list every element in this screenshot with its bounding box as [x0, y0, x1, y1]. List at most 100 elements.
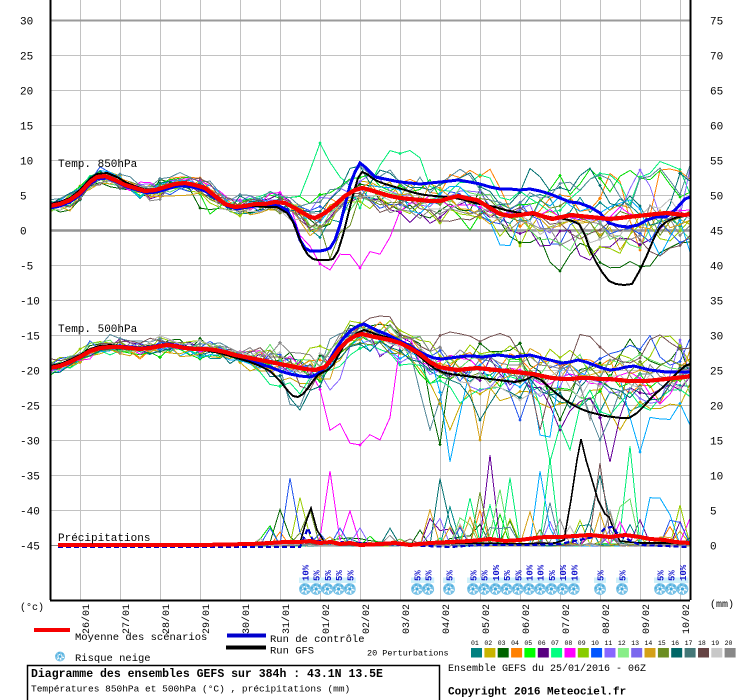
svg-text:01: 01	[471, 640, 479, 647]
svg-text:30: 30	[20, 17, 33, 29]
svg-text:5%: 5%	[514, 570, 524, 581]
svg-text:Temp. 500hPa: Temp. 500hPa	[58, 324, 138, 336]
svg-text:02/02: 02/02	[361, 604, 373, 634]
svg-text:Copyright 2016 Meteociel.fr: Copyright 2016 Meteociel.fr	[448, 687, 626, 699]
svg-text:Températures 850hPa et 500hPa: Températures 850hPa et 500hPa (°C) , pré…	[31, 684, 350, 695]
svg-text:30: 30	[710, 332, 723, 344]
svg-text:12: 12	[618, 640, 626, 647]
svg-text:5%: 5%	[657, 570, 667, 581]
svg-text:07: 07	[551, 640, 559, 647]
svg-text:-10: -10	[20, 297, 40, 309]
svg-text:0: 0	[710, 542, 717, 554]
svg-text:26/01: 26/01	[81, 604, 93, 634]
svg-text:35: 35	[710, 297, 723, 309]
svg-text:5: 5	[710, 507, 717, 519]
svg-text:0: 0	[20, 227, 27, 239]
svg-text:-45: -45	[20, 542, 40, 554]
svg-text:-25: -25	[20, 402, 40, 414]
svg-text:-35: -35	[20, 472, 40, 484]
svg-text:04/02: 04/02	[441, 604, 453, 634]
svg-text:40: 40	[710, 262, 723, 274]
svg-text:55: 55	[710, 157, 723, 169]
svg-text:5%: 5%	[548, 570, 558, 581]
svg-text:09/02: 09/02	[641, 604, 653, 634]
svg-text:65: 65	[710, 87, 723, 99]
svg-text:19: 19	[711, 640, 719, 647]
svg-text:16: 16	[671, 640, 679, 647]
svg-text:10%: 10%	[492, 564, 502, 581]
svg-text:75: 75	[710, 17, 723, 29]
svg-text:10%: 10%	[559, 564, 569, 581]
svg-text:05: 05	[524, 640, 532, 647]
svg-text:5%: 5%	[597, 570, 607, 581]
svg-text:06: 06	[538, 640, 546, 647]
svg-text:10%: 10%	[679, 564, 689, 581]
svg-text:28/01: 28/01	[161, 604, 173, 634]
svg-text:(°c): (°c)	[20, 602, 44, 614]
svg-text:5%: 5%	[503, 570, 513, 581]
svg-text:03: 03	[498, 640, 506, 647]
svg-text:08/02: 08/02	[601, 604, 613, 634]
svg-text:09: 09	[578, 640, 586, 647]
svg-text:30/01: 30/01	[241, 604, 253, 634]
svg-text:Précipitations: Précipitations	[58, 533, 150, 545]
svg-text:70: 70	[710, 52, 723, 64]
svg-text:17: 17	[685, 640, 693, 647]
svg-text:10: 10	[710, 472, 723, 484]
svg-text:05/02: 05/02	[481, 604, 493, 634]
svg-text:Moyenne des scénarios: Moyenne des scénarios	[75, 632, 207, 644]
svg-text:20: 20	[710, 402, 723, 414]
svg-text:Run GFS: Run GFS	[270, 646, 314, 658]
svg-text:20 Perturbations: 20 Perturbations	[367, 649, 449, 659]
svg-text:06/02: 06/02	[521, 604, 533, 634]
svg-text:10%: 10%	[570, 564, 580, 581]
svg-text:10%: 10%	[537, 564, 547, 581]
svg-text:5%: 5%	[346, 570, 356, 581]
svg-text:10/02: 10/02	[681, 604, 693, 634]
svg-text:5%: 5%	[425, 570, 435, 581]
svg-text:02: 02	[484, 640, 492, 647]
svg-text:5%: 5%	[446, 570, 456, 581]
svg-text:20: 20	[20, 87, 33, 99]
svg-text:20: 20	[725, 640, 733, 647]
svg-text:11: 11	[605, 640, 613, 647]
svg-text:25: 25	[710, 367, 723, 379]
svg-text:5%: 5%	[313, 570, 323, 581]
svg-text:25: 25	[20, 52, 33, 64]
svg-text:27/01: 27/01	[121, 604, 133, 634]
svg-text:10%: 10%	[302, 564, 312, 581]
svg-text:15: 15	[658, 640, 666, 647]
svg-text:14: 14	[645, 640, 653, 647]
svg-text:Risque neige: Risque neige	[75, 653, 151, 665]
svg-text:-30: -30	[20, 437, 40, 449]
svg-text:07/02: 07/02	[561, 604, 573, 634]
svg-text:13: 13	[631, 640, 639, 647]
svg-text:5%: 5%	[619, 570, 629, 581]
svg-text:01/02: 01/02	[321, 604, 333, 634]
svg-text:-40: -40	[20, 507, 40, 519]
svg-text:15: 15	[20, 122, 33, 134]
svg-text:5: 5	[20, 192, 27, 204]
svg-text:5%: 5%	[324, 570, 334, 581]
svg-text:10%: 10%	[526, 564, 536, 581]
svg-text:-20: -20	[20, 367, 40, 379]
svg-text:45: 45	[710, 227, 723, 239]
svg-text:04: 04	[511, 640, 519, 647]
svg-text:50: 50	[710, 192, 723, 204]
svg-text:10: 10	[20, 157, 33, 169]
svg-text:5%: 5%	[481, 570, 491, 581]
svg-text:Diagramme des ensembles GEFS s: Diagramme des ensembles GEFS sur 384h : …	[31, 668, 383, 681]
svg-text:03/02: 03/02	[401, 604, 413, 634]
svg-text:10: 10	[591, 640, 599, 647]
svg-text:5%: 5%	[335, 570, 345, 581]
svg-text:15: 15	[710, 437, 723, 449]
svg-text:31/01: 31/01	[281, 604, 293, 634]
svg-text:5%: 5%	[470, 570, 480, 581]
svg-text:5%: 5%	[414, 570, 424, 581]
svg-text:29/01: 29/01	[201, 604, 213, 634]
svg-text:(mm): (mm)	[710, 599, 734, 611]
svg-text:Temp. 850hPa: Temp. 850hPa	[58, 159, 138, 171]
svg-text:-15: -15	[20, 332, 40, 344]
svg-text:18: 18	[698, 640, 706, 647]
svg-text:-5: -5	[20, 262, 33, 274]
